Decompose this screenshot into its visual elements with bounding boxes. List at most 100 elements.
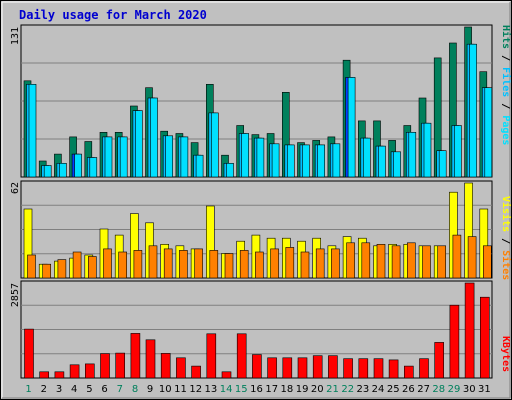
day-label: 17 <box>265 384 278 395</box>
bar-sites <box>406 242 416 279</box>
bar-sites <box>118 251 127 279</box>
bar-kbytes <box>39 371 50 379</box>
bar-pages <box>59 163 67 178</box>
day-label: 3 <box>56 384 62 395</box>
svg-text:Hits / Files / Pages: Hits / Files / Pages <box>500 25 512 145</box>
bar-kbytes <box>403 365 414 379</box>
day-label: 9 <box>147 384 153 395</box>
bar-sites <box>42 263 52 279</box>
legend-visits: Visits <box>500 196 512 232</box>
panel-top: 131 Hits / Files / Pages <box>10 24 512 178</box>
bar-pages <box>317 144 326 178</box>
y-max-label-middle: 62 <box>10 182 21 194</box>
bar-kbytes <box>297 357 308 379</box>
svg-text:Visits / Sites: Visits / Sites <box>500 196 512 280</box>
legend-kbytes: KBytes <box>500 336 511 372</box>
bar-sites <box>482 245 492 279</box>
bar-pages <box>332 143 341 178</box>
bar-sites <box>57 259 67 279</box>
day-label: 11 <box>174 384 187 395</box>
bar-pages <box>241 133 249 178</box>
bar-kbytes <box>130 333 141 379</box>
bar-pages <box>271 143 280 178</box>
bar-sites <box>270 248 279 279</box>
bar-kbytes <box>464 282 475 379</box>
panel-bottom: 2857 KBytes <box>10 280 511 379</box>
day-label: 7 <box>117 384 123 395</box>
bar-kbytes <box>100 353 110 379</box>
day-label: 19 <box>296 384 309 395</box>
day-label: 31 <box>478 384 491 395</box>
bar-sites <box>391 245 401 279</box>
bar-kbytes <box>343 358 353 379</box>
day-label: 25 <box>387 384 400 395</box>
bar-pages <box>302 144 310 178</box>
bar-kbytes <box>434 342 445 379</box>
bar-kbytes <box>160 353 171 379</box>
bar-sites <box>163 248 173 279</box>
bar-sites <box>361 242 371 279</box>
bar-sites <box>331 248 340 279</box>
bar-sites <box>300 251 310 279</box>
legend-pages: Pages <box>500 115 511 145</box>
day-label: 24 <box>372 384 385 395</box>
bars-top <box>23 26 493 178</box>
bar-kbytes <box>328 355 338 379</box>
bar-sites <box>88 256 97 279</box>
day-label: 14 <box>220 384 233 395</box>
bar-sites <box>315 248 325 279</box>
legend-bottom: KBytes <box>500 336 511 372</box>
bar-pages <box>89 157 98 178</box>
bar-pages <box>286 144 295 178</box>
bar-pages <box>362 137 371 178</box>
bar-sites <box>452 234 462 279</box>
bar-kbytes <box>267 357 277 379</box>
bar-kbytes <box>54 371 65 379</box>
bars-middle <box>23 182 492 279</box>
bar-kbytes <box>388 359 399 379</box>
bar-pages <box>438 150 447 178</box>
bar-pages <box>165 135 173 178</box>
bar-kbytes <box>85 363 95 379</box>
legend-top: Hits / Files / Pages <box>500 25 512 145</box>
bar-sites <box>346 242 355 279</box>
panel-middle: 62 Visits / Sites <box>10 180 512 280</box>
bar-kbytes <box>206 333 217 379</box>
day-label: 6 <box>101 384 107 395</box>
day-label: 4 <box>71 384 77 395</box>
bar-sites <box>224 253 234 279</box>
bar-sites <box>133 250 143 279</box>
legend-sites: Sites <box>500 250 512 280</box>
bar-pages <box>469 43 477 178</box>
day-label: 22 <box>341 384 354 395</box>
bar-pages <box>28 84 37 178</box>
bar-sites <box>422 245 431 279</box>
bar-pages <box>74 153 82 178</box>
day-label: 30 <box>463 384 476 395</box>
bar-sites <box>179 250 188 279</box>
bar-kbytes <box>115 352 125 379</box>
bar-pages <box>119 136 128 178</box>
day-label: 13 <box>205 384 218 395</box>
bar-pages <box>454 125 462 178</box>
bar-sites <box>285 247 295 279</box>
bar-pages <box>423 122 432 178</box>
bar-sites <box>209 250 219 279</box>
day-label: 15 <box>235 384 248 395</box>
bar-kbytes <box>24 328 34 379</box>
bar-pages <box>393 151 401 178</box>
bar-sites <box>376 244 386 279</box>
bar-pages <box>180 136 189 178</box>
bar-kbytes <box>176 357 186 379</box>
bar-sites <box>239 250 249 279</box>
bar-sites <box>72 251 82 279</box>
bar-kbytes <box>373 358 384 379</box>
bar-pages <box>104 136 113 178</box>
bar-pages <box>256 137 265 178</box>
bar-sites <box>148 245 158 279</box>
day-labels: 1 2 3 4 5 6 7 8 9 10 11 12 13 14 15 16 17 18 19 20 21 22 23 24 2… <box>25 384 490 395</box>
bar-pages <box>378 145 386 178</box>
day-label: 5 <box>86 384 92 395</box>
day-label: 18 <box>281 384 294 395</box>
